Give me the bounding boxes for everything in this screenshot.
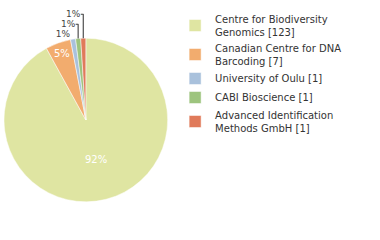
svg-text:1%: 1%: [66, 9, 81, 19]
svg-text:University of Oulu [1]: University of Oulu [1]: [215, 73, 322, 84]
svg-text:1%: 1%: [56, 29, 71, 39]
svg-text:CABI Bioscience [1]: CABI Bioscience [1]: [215, 92, 313, 103]
svg-text:Advanced IdentificationMethods: Advanced IdentificationMethods GmbH [1]: [215, 110, 333, 134]
svg-text:92%: 92%: [85, 154, 107, 165]
svg-text:Centre for BiodiversityGenomic: Centre for BiodiversityGenomics [123]: [215, 14, 328, 38]
svg-text:Canadian Centre for DNABarcodi: Canadian Centre for DNABarcoding [7]: [215, 43, 341, 67]
svg-text:5%: 5%: [54, 48, 70, 59]
svg-text:1%: 1%: [61, 19, 76, 29]
